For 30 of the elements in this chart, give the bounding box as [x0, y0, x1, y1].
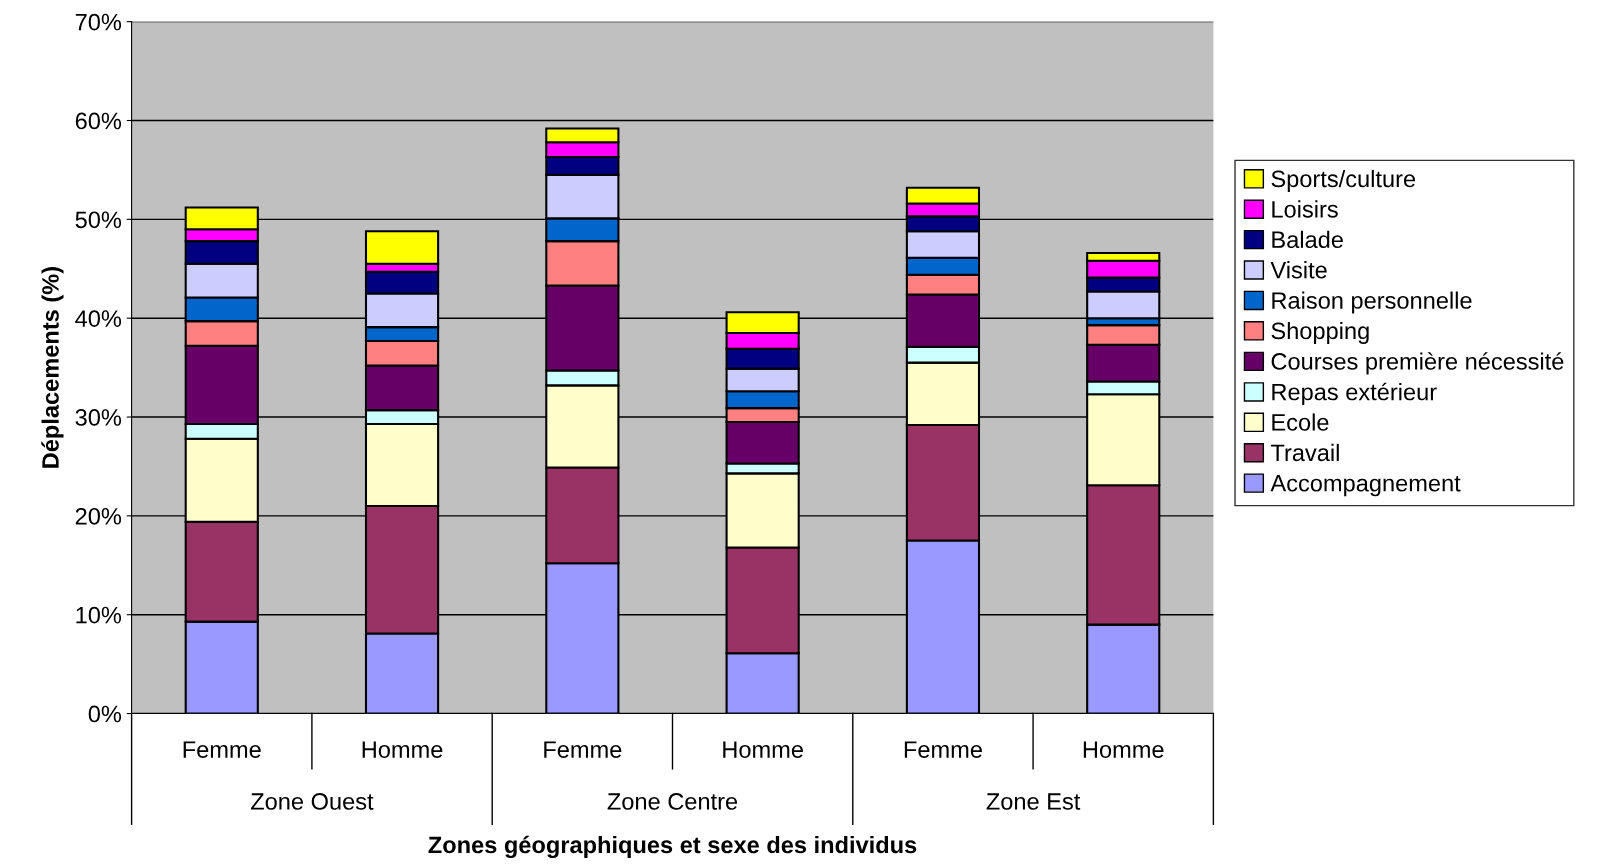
- x-tick-label: Homme: [362, 741, 443, 758]
- text: Zone Ouest: [250, 793, 374, 810]
- legend-label: Accompagnement: [1270, 475, 1461, 497]
- x-axis-title: Zones géographiques et sexe des individus: [428, 835, 917, 859]
- text: Zone Est: [986, 793, 1081, 810]
- y-tick-label: 20%: [75, 507, 122, 525]
- legend-label: Courses première nécessité: [1271, 352, 1564, 375]
- legend-label: Balade: [1272, 230, 1343, 249]
- y-tick-label: 70%: [75, 13, 122, 31]
- y-axis-title: Déplacements (%): [41, 267, 64, 468]
- legend-label: Repas extérieur: [1272, 382, 1437, 406]
- x-tick-label: Homme: [723, 741, 803, 758]
- x-tick-label: Femme: [544, 741, 622, 758]
- x-tick-label: Femme: [904, 741, 982, 758]
- legend-label: Raison personnelle: [1272, 291, 1472, 314]
- y-tick-label: 60%: [75, 112, 122, 130]
- y-tick-label: 0%: [88, 705, 122, 723]
- y-tick-label: 10%: [76, 606, 122, 624]
- y-tick-label: 30%: [75, 409, 122, 426]
- legend-label: Loisirs: [1272, 200, 1338, 218]
- legend-label: Ecole: [1272, 413, 1329, 431]
- text: Zone Centre: [607, 793, 738, 810]
- y-tick-label: 40%: [75, 310, 122, 327]
- x-tick-label: Femme: [183, 741, 261, 758]
- y-tick-label: 50%: [75, 211, 122, 229]
- x-tick-label: Homme: [1083, 741, 1164, 758]
- legend-label: Sports/culture: [1271, 169, 1416, 192]
- legend-label: Visite: [1270, 261, 1327, 279]
- legend-label: Travail: [1270, 443, 1339, 462]
- legend-label: Shopping: [1271, 321, 1369, 344]
